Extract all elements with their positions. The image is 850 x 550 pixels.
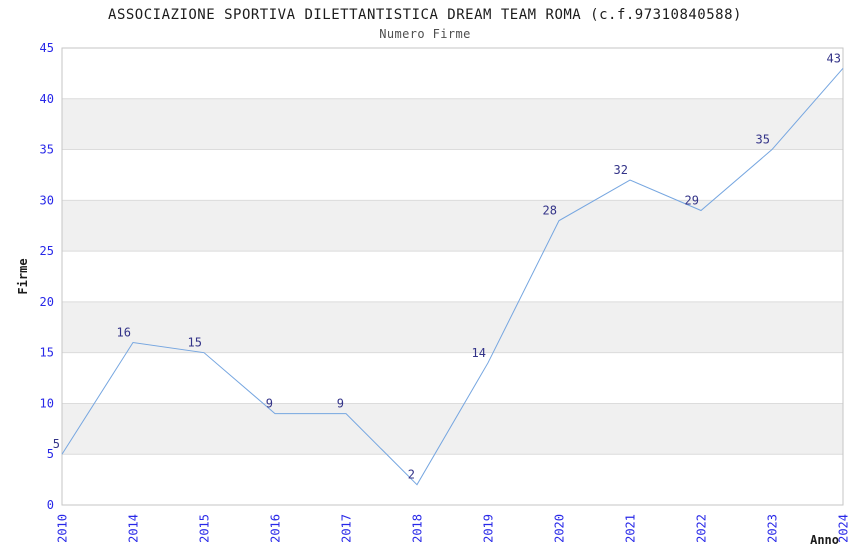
y-tick-label: 0 [47, 498, 54, 512]
data-label: 15 [188, 336, 202, 350]
y-tick-label: 5 [47, 447, 54, 461]
x-tick-label: 2016 [269, 514, 283, 543]
plot-band [62, 48, 843, 99]
y-tick-label: 10 [40, 396, 54, 410]
plot-band [62, 251, 843, 302]
y-tick-label: 45 [40, 41, 54, 55]
data-label: 28 [543, 204, 557, 218]
y-tick-label: 25 [40, 244, 54, 258]
x-tick-label: 2014 [127, 514, 141, 543]
x-tick-label: 2015 [198, 514, 212, 543]
data-label: 9 [266, 397, 273, 411]
x-tick-label: 2019 [482, 514, 496, 543]
y-tick-label: 15 [40, 346, 54, 360]
x-tick-label: 2022 [695, 514, 709, 543]
data-label: 16 [117, 326, 131, 340]
data-label: 2 [408, 468, 415, 482]
chart-subtitle: Numero Firme [379, 27, 471, 41]
plot-band [62, 98, 843, 150]
y-tick-label: 30 [40, 193, 54, 207]
data-label: 14 [472, 346, 486, 360]
data-label: 43 [827, 51, 841, 65]
series-line [61, 67, 844, 486]
y-tick-label: 20 [40, 295, 54, 309]
x-tick-label: 2017 [340, 514, 354, 543]
data-label: 29 [685, 193, 699, 207]
x-tick-label: 2021 [624, 514, 638, 543]
x-tick-label: 2018 [411, 514, 425, 543]
plot-band [62, 301, 843, 353]
y-tick-label: 35 [40, 143, 54, 157]
y-tick-label: 40 [40, 92, 54, 106]
data-label: 32 [614, 163, 628, 177]
plot-band [62, 454, 843, 505]
x-tick-label: 2020 [553, 514, 567, 543]
x-axis-title: Anno [810, 533, 839, 547]
plot-band [62, 352, 843, 404]
data-label: 35 [756, 133, 770, 147]
plot-band [62, 403, 843, 455]
x-tick-label: 2023 [766, 514, 780, 543]
x-tick-label: 2010 [56, 514, 70, 543]
plot-band [62, 200, 843, 252]
plot-band [62, 149, 843, 201]
chart-title: ASSOCIAZIONE SPORTIVA DILETTANTISTICA DR… [108, 7, 742, 23]
y-axis-title: Firme [16, 258, 30, 294]
x-tick-label: 2024 [837, 514, 850, 543]
plot-border [61, 47, 844, 506]
data-label: 5 [53, 437, 60, 451]
data-label: 9 [337, 397, 344, 411]
